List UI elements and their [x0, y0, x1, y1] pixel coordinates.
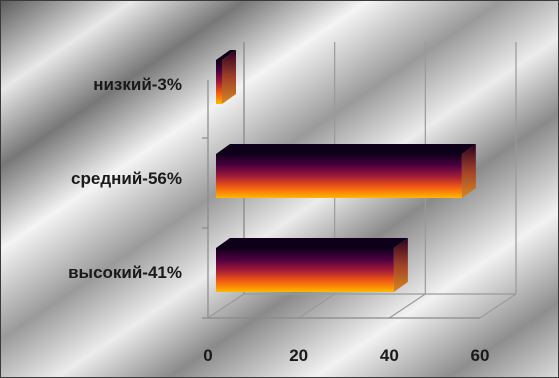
- category-label-0: низкий-3%: [93, 75, 182, 94]
- bar-end-cap-1: [461, 144, 476, 198]
- floor-depth-line-20: [298, 293, 335, 319]
- bar-2: [216, 238, 408, 292]
- floor-depth-line-60: [479, 293, 517, 319]
- bar-0: [216, 50, 236, 104]
- bar-front-2: [216, 248, 394, 292]
- x-tick-labels: 0 20 40 60: [203, 346, 489, 365]
- x-tick-label-20: 20: [289, 346, 308, 365]
- bar-top-1: [216, 144, 476, 154]
- bar-front-1: [216, 154, 462, 198]
- x-tick-label-40: 40: [380, 346, 399, 365]
- category-labels: низкий-3% средний-56% высокий-41%: [68, 75, 182, 282]
- x-tick-label-60: 60: [471, 346, 490, 365]
- bar-end-cap-2: [393, 238, 408, 292]
- x-tick-label-0: 0: [203, 346, 212, 365]
- floor-depth-line-40: [389, 293, 426, 319]
- category-label-2: высокий-41%: [68, 263, 182, 282]
- bar-top-0: [216, 50, 236, 60]
- bar-top-2: [216, 238, 408, 248]
- floor-depth-line-0: [207, 293, 245, 319]
- category-label-1: средний-56%: [71, 169, 182, 188]
- bar-front-0: [216, 60, 222, 104]
- bars: [216, 50, 476, 292]
- bar-end-cap-0: [222, 50, 236, 104]
- bar-1: [216, 144, 476, 198]
